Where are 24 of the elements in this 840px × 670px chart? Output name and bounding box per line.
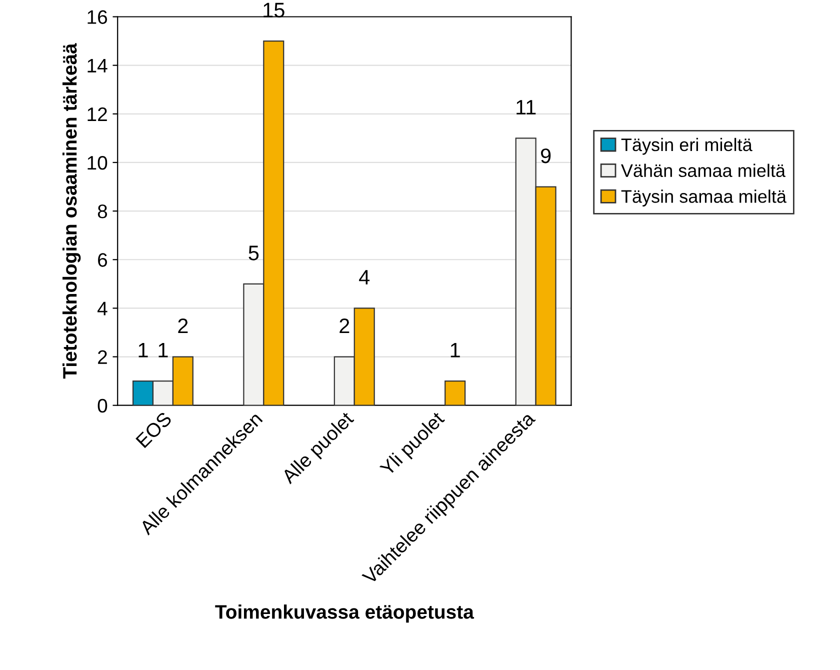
y-tick-label: 0 <box>98 398 108 413</box>
data-label: 5 <box>248 246 259 260</box>
data-label: 9 <box>540 148 551 164</box>
y-tick-label: 12 <box>88 107 107 121</box>
y-tick-label: 16 <box>88 10 108 24</box>
data-label: 2 <box>178 318 188 334</box>
data-label: 1 <box>158 342 168 358</box>
y-tick-label: 14 <box>88 58 108 72</box>
legend-label: Täysin eri mieltä <box>621 138 752 155</box>
y-tick-label: 2 <box>98 350 107 364</box>
legend-label: Vähän samaa mieltä <box>621 164 786 178</box>
y-tick-label: 6 <box>98 253 108 267</box>
data-label: 1 <box>138 342 148 358</box>
y-tick-label: 10 <box>88 156 108 170</box>
data-label: 4 <box>359 270 370 284</box>
x-axis-title: Toimenkuvassa etäopetusta <box>215 604 474 623</box>
data-label: 1 <box>450 342 460 358</box>
legend-label: Täysin samaa mieltä <box>621 190 786 206</box>
y-axis-title: Tietoteknologian osaaminen tärkeää <box>62 43 81 379</box>
y-tick-label: 4 <box>98 302 108 316</box>
data-label: 11 <box>516 100 536 114</box>
bar <box>444 380 466 406</box>
data-label: 2 <box>340 318 350 334</box>
y-tick-label: 8 <box>98 204 108 218</box>
